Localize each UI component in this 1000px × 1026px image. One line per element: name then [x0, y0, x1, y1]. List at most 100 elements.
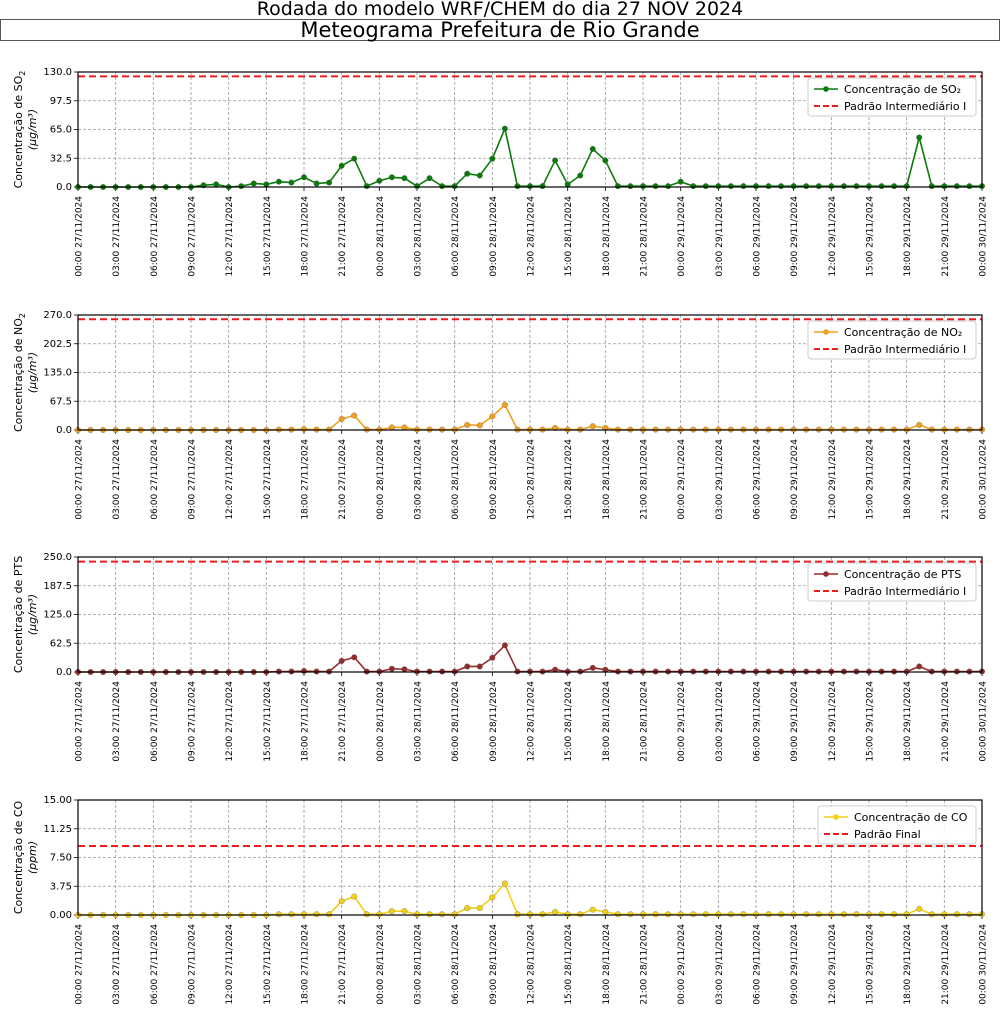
page-title: Rodada do modelo WRF/CHEM do dia 27 NOV …: [256, 0, 744, 20]
data-point: [439, 183, 446, 190]
x-tick-label: 21:00 28/11/2024: [640, 439, 650, 520]
x-tick-label: 18:00 27/11/2024: [301, 681, 311, 762]
data-point: [866, 183, 872, 190]
data-point: [589, 423, 596, 430]
data-point: [464, 170, 471, 177]
data-point: [941, 911, 948, 918]
x-tick-label: 03:00 29/11/2024: [715, 196, 725, 277]
data-point: [740, 911, 747, 918]
data-point: [640, 183, 646, 190]
legend-box: [817, 805, 977, 845]
legend-series-marker: [833, 814, 839, 820]
data-point: [778, 183, 785, 190]
data-point: [866, 911, 872, 918]
y-axis-unit: (μg/m³): [26, 594, 39, 635]
x-tick-label: 21:00 28/11/2024: [640, 924, 650, 1005]
data-point: [351, 654, 358, 661]
data-point: [414, 183, 420, 190]
data-point: [966, 183, 973, 190]
x-tick-label: 03:00 28/11/2024: [414, 196, 424, 277]
x-tick-label: 21:00 27/11/2024: [338, 924, 348, 1005]
data-point: [301, 668, 307, 675]
x-tick-label: 09:00 29/11/2024: [790, 924, 800, 1005]
data-point: [476, 905, 483, 912]
data-point: [778, 911, 785, 918]
plot-frame: [77, 71, 983, 188]
legend-series-label: Concentração de CO: [854, 811, 968, 824]
data-point: [577, 911, 584, 918]
x-tick-label: 00:00 28/11/2024: [376, 196, 386, 277]
y-axis-label: Concentração de NO2: [12, 313, 27, 432]
x-tick-label: 18:00 29/11/2024: [903, 924, 913, 1005]
y-tick-label: 67.5: [50, 396, 72, 407]
plot-frame: [77, 556, 983, 673]
data-point: [577, 172, 584, 179]
x-tick-label: 00:00 29/11/2024: [677, 196, 687, 277]
data-point: [765, 183, 772, 190]
data-point: [753, 183, 759, 190]
y-tick-label: 62.5: [50, 638, 72, 649]
y-tick-label: 0.0: [56, 667, 72, 678]
data-point: [363, 183, 370, 190]
legend-reference-label: Padrão Intermediário I: [844, 100, 966, 113]
x-tick-label: 09:00 29/11/2024: [790, 681, 800, 762]
data-point: [602, 424, 609, 431]
data-point: [828, 183, 835, 190]
x-tick-label: 00:00 29/11/2024: [677, 439, 687, 520]
data-point: [853, 183, 860, 190]
x-tick-label: 09:00 27/11/2024: [188, 439, 198, 520]
data-point: [338, 415, 345, 422]
x-tick-label: 00:00 28/11/2024: [376, 681, 386, 762]
data-point: [476, 663, 483, 670]
x-tick-label: 00:00 30/11/2024: [979, 439, 989, 520]
x-tick-label: 06:00 28/11/2024: [451, 439, 461, 520]
data-point: [301, 426, 307, 433]
data-point: [439, 911, 446, 918]
x-tick-label: 18:00 27/11/2024: [301, 439, 311, 520]
data-point: [790, 911, 797, 918]
data-point: [401, 175, 408, 182]
x-tick-label: 18:00 28/11/2024: [602, 681, 612, 762]
data-point: [388, 174, 395, 181]
data-point: [903, 911, 910, 918]
x-tick-label: 15:00 29/11/2024: [866, 924, 876, 1005]
data-point: [489, 654, 496, 661]
x-tick-label: 09:00 28/11/2024: [489, 924, 499, 1005]
x-tick-label: 21:00 29/11/2024: [941, 924, 951, 1005]
data-point: [313, 180, 320, 187]
data-point: [527, 911, 533, 918]
data-point: [301, 174, 307, 181]
legend-series-marker: [823, 329, 829, 335]
x-tick-label: 18:00 28/11/2024: [602, 439, 612, 520]
y-tick-label: 0.0: [56, 182, 72, 193]
data-point: [426, 175, 433, 182]
legend-box: [807, 77, 977, 117]
data-point: [790, 183, 797, 190]
y-tick-label: 0.00: [50, 910, 72, 921]
data-point: [928, 183, 935, 190]
data-point: [501, 880, 508, 887]
data-point: [916, 905, 923, 912]
x-tick-label: 06:00 28/11/2024: [451, 196, 461, 277]
y-tick-label: 250.0: [43, 552, 72, 563]
data-point: [840, 911, 847, 918]
x-tick-label: 21:00 28/11/2024: [640, 196, 650, 277]
x-tick-label: 03:00 27/11/2024: [112, 924, 122, 1005]
x-tick-label: 18:00 29/11/2024: [903, 681, 913, 762]
data-point: [627, 183, 634, 190]
data-point: [953, 911, 960, 918]
legend-series-label: Concentração de SO₂: [844, 83, 961, 96]
data-point: [476, 172, 483, 179]
plot-frame: [77, 314, 983, 431]
x-tick-label: 09:00 29/11/2024: [790, 196, 800, 277]
x-tick-label: 09:00 29/11/2024: [790, 439, 800, 520]
data-point: [627, 911, 634, 918]
x-tick-label: 12:00 28/11/2024: [527, 196, 537, 277]
x-tick-label: 03:00 27/11/2024: [112, 196, 122, 277]
x-tick-label: 21:00 28/11/2024: [640, 681, 650, 762]
data-point: [288, 911, 295, 918]
y-tick-label: 0.0: [56, 425, 72, 436]
x-tick-label: 21:00 29/11/2024: [941, 196, 951, 277]
data-point: [489, 413, 496, 420]
data-point: [928, 911, 935, 918]
